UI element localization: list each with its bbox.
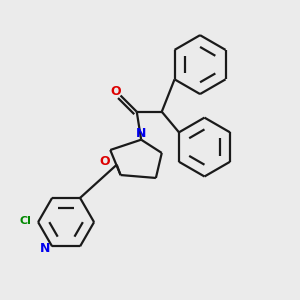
Text: Cl: Cl [20, 216, 32, 226]
Text: O: O [110, 85, 121, 98]
Text: O: O [100, 155, 110, 168]
Text: N: N [40, 242, 50, 255]
Text: N: N [136, 127, 146, 140]
